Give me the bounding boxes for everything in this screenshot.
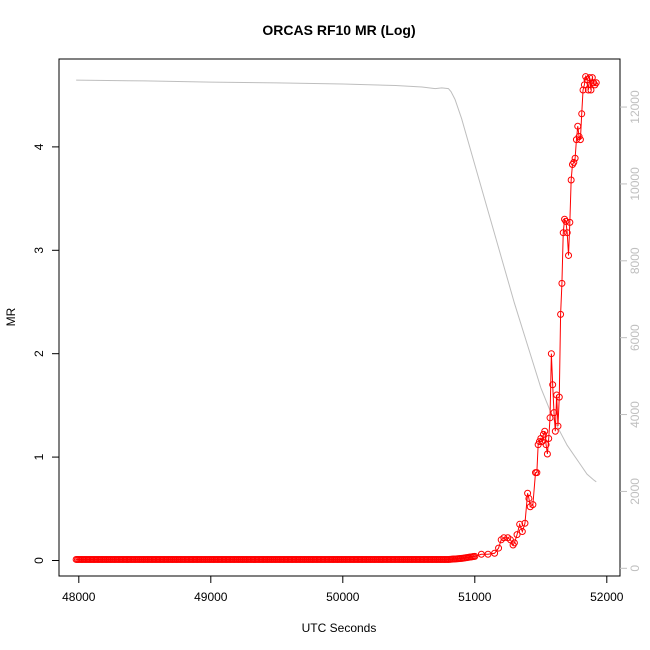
mr-data-point xyxy=(586,74,594,82)
mr-data-point xyxy=(500,534,508,542)
mr-data-point xyxy=(543,450,551,458)
x-tick-label: 50000 xyxy=(326,590,360,604)
mr-data-point xyxy=(562,217,570,225)
y-axis-left: 0 1 2 3 4 xyxy=(32,143,59,564)
x-axis-label: UTC Seconds xyxy=(302,621,377,635)
y2-tick-label: 12000 xyxy=(628,90,642,124)
mr-data-point xyxy=(542,441,550,449)
mr-data-point xyxy=(535,438,543,446)
mr-data-point xyxy=(521,519,529,527)
mr-data-point xyxy=(477,550,485,558)
y-axis-label: MR xyxy=(4,307,18,326)
mr-data-point xyxy=(518,528,526,536)
x-tick-label: 48000 xyxy=(62,590,96,604)
mr-data-point xyxy=(554,422,562,430)
mr-data-point xyxy=(541,427,549,435)
mr-data-point xyxy=(575,133,583,141)
mr-data-point xyxy=(513,531,521,539)
x-tick-label: 52000 xyxy=(590,590,624,604)
mr-data-point xyxy=(576,136,584,144)
y-tick-label: 4 xyxy=(32,143,46,150)
x-axis: 48000 49000 50000 51000 52000 xyxy=(62,576,624,604)
mr-data-point xyxy=(579,86,587,94)
series-layer xyxy=(72,73,600,563)
mr-data-point xyxy=(524,489,532,497)
mr-data-point xyxy=(582,73,590,81)
mr-data-point xyxy=(555,393,563,401)
y2-tick-label: 10000 xyxy=(628,167,642,201)
mr-data-point xyxy=(565,251,573,259)
mr-data-point xyxy=(545,434,553,442)
mr-data-point xyxy=(587,86,595,94)
y2-tick-label: 4000 xyxy=(628,401,642,428)
plot-frame xyxy=(58,58,621,577)
y-tick-label: 0 xyxy=(32,557,46,564)
y-axis-right: 0 2000 4000 6000 8000 10000 12000 xyxy=(620,90,642,572)
mr-data-point xyxy=(567,176,575,184)
y2-tick-label: 2000 xyxy=(628,478,642,505)
mr-data-point xyxy=(510,539,518,547)
mr-data-point xyxy=(563,229,571,237)
y2-tick-label: 8000 xyxy=(628,247,642,274)
x-tick-label: 49000 xyxy=(194,590,228,604)
mr-data-point xyxy=(471,552,479,560)
mr-data-point xyxy=(566,218,574,226)
y2-tick-label: 0 xyxy=(628,565,642,572)
mr-data-point xyxy=(558,279,566,287)
y2-tick-label: 6000 xyxy=(628,324,642,351)
mr-data-point xyxy=(557,310,565,318)
y-tick-label: 2 xyxy=(32,350,46,357)
mr-data-point xyxy=(570,158,578,166)
mr-data-point xyxy=(578,110,586,118)
mr-data-point xyxy=(584,86,592,94)
mr-data-point xyxy=(546,414,554,422)
mr-data-point xyxy=(529,501,537,509)
mr-data-point xyxy=(588,74,596,82)
mr-data-point xyxy=(559,229,567,237)
mr-data-point xyxy=(533,469,541,477)
y-tick-label: 1 xyxy=(32,453,46,460)
mr-series-points xyxy=(72,73,600,563)
altitude-series-line xyxy=(76,79,597,483)
mr-data-point xyxy=(484,550,492,558)
mr-data-point xyxy=(550,409,558,417)
mr-data-point xyxy=(491,549,499,557)
mr-data-point xyxy=(571,154,579,162)
mr-data-point xyxy=(516,520,524,528)
mr-data-point xyxy=(574,122,582,130)
mr-series-line xyxy=(76,74,597,560)
mr-data-point xyxy=(495,544,503,552)
mr-data-point xyxy=(549,381,557,389)
mr-data-point xyxy=(539,430,547,438)
mr-data-point xyxy=(547,350,555,358)
chart-title: ORCAS RF10 MR (Log) xyxy=(262,22,415,38)
y-tick-label: 3 xyxy=(32,247,46,254)
mr-data-point xyxy=(592,79,600,87)
mr-data-point xyxy=(525,494,533,502)
x-tick-label: 51000 xyxy=(458,590,492,604)
